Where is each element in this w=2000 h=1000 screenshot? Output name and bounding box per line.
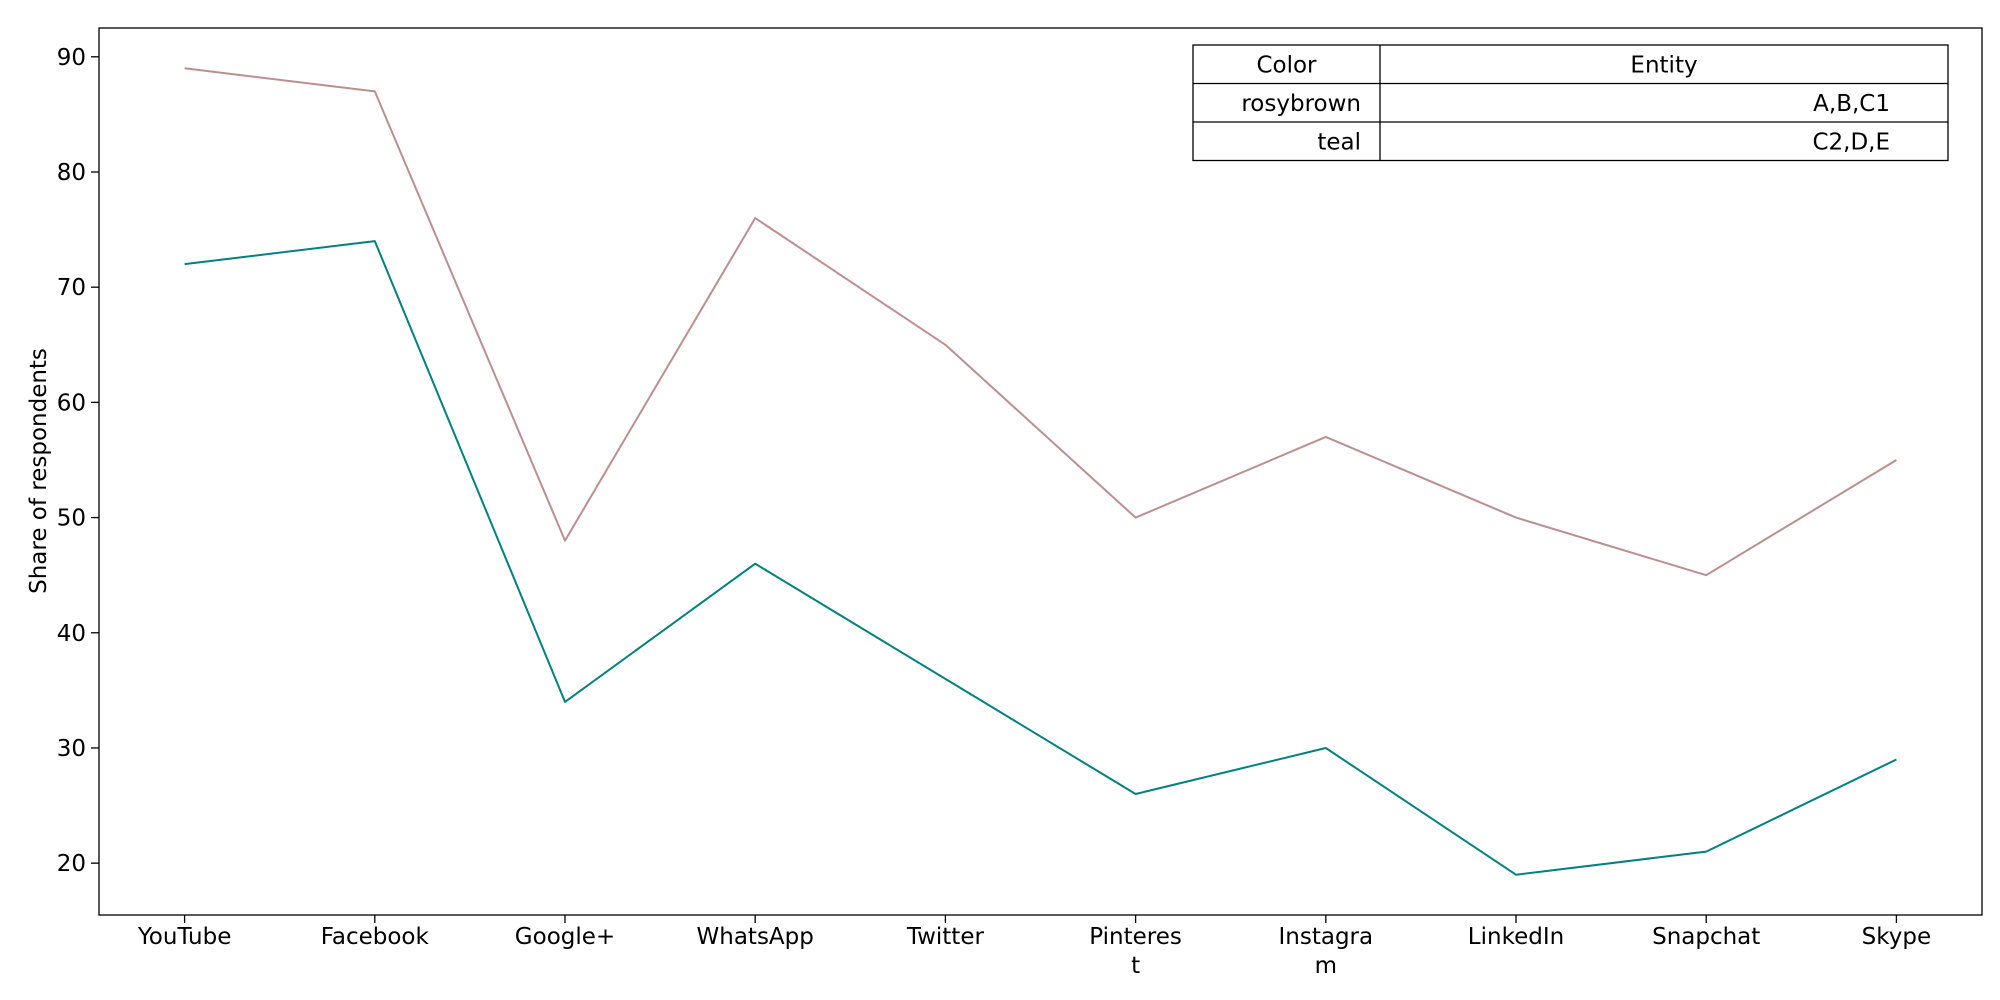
x-tick-label: Snapchat bbox=[1652, 924, 1760, 950]
y-tick-label: 40 bbox=[57, 621, 86, 647]
legend-header-entity: Entity bbox=[1630, 52, 1697, 78]
legend-cell-color: teal bbox=[1317, 129, 1361, 155]
legend-header-color: Color bbox=[1256, 52, 1317, 78]
y-tick-label: 90 bbox=[57, 45, 86, 71]
y-axis-ticks: 20 30 40 50 60 70 80 90 bbox=[57, 45, 99, 877]
y-tick-label: 50 bbox=[57, 506, 86, 532]
x-tick-label: Instagra m bbox=[1278, 924, 1373, 979]
y-tick-label: 20 bbox=[57, 851, 86, 877]
y-tick-label: 30 bbox=[57, 736, 86, 762]
x-axis-ticks: YouTube Facebook Google+ WhatsApp Twitter Pin… bbox=[137, 915, 1931, 979]
x-tick-label: Google+ bbox=[515, 924, 615, 950]
series-line-2 bbox=[184, 240, 1897, 876]
x-tick-label: Facebook bbox=[321, 924, 430, 950]
x-tick-label: Twitter bbox=[906, 924, 985, 950]
x-tick-label: YouTube bbox=[137, 924, 232, 950]
plot-frame bbox=[98, 27, 1983, 916]
legend-table: Color Entity rosybrown A,B,C1 teal C2,D,E bbox=[1192, 44, 1949, 162]
y-tick-label: 60 bbox=[57, 390, 86, 416]
y-tick-label: 70 bbox=[57, 275, 86, 301]
y-axis-title: Share of respondents bbox=[26, 348, 52, 594]
x-tick-label: Skype bbox=[1862, 924, 1931, 950]
legend-cell-color: rosybrown bbox=[1241, 91, 1361, 117]
x-tick-label: WhatsApp bbox=[697, 924, 814, 950]
series-line-1 bbox=[184, 67, 1897, 577]
legend-cell-entity: C2,D,E bbox=[1812, 129, 1890, 155]
series-layer bbox=[184, 67, 1897, 876]
x-tick-label: LinkedIn bbox=[1468, 924, 1564, 950]
legend-table-frame bbox=[1192, 44, 1949, 162]
y-tick-label: 80 bbox=[57, 160, 86, 186]
x-tick-label: Pinteres t bbox=[1089, 924, 1182, 979]
legend-cell-entity: A,B,C1 bbox=[1813, 91, 1890, 117]
